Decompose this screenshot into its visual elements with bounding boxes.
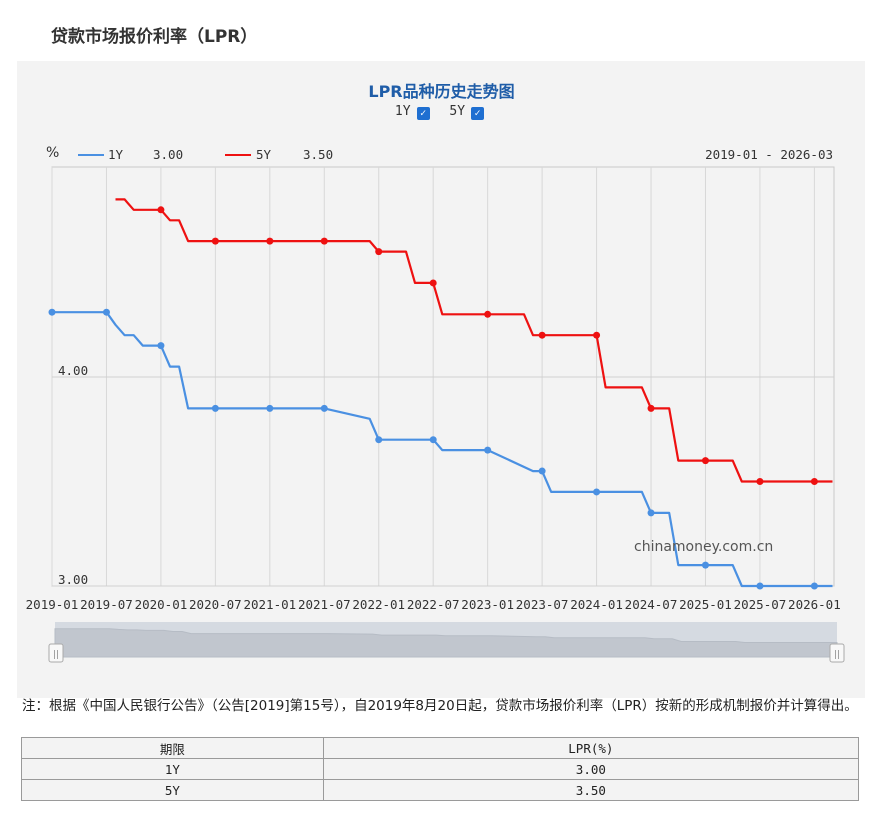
navigator-area xyxy=(54,628,838,658)
navigator-handle-right[interactable]: || xyxy=(829,643,845,663)
watermark: chinamoney.com.cn xyxy=(634,539,773,555)
data-point-5y[interactable] xyxy=(647,404,655,412)
x-tick-label: 2020-07 xyxy=(189,597,242,612)
navigator-handle-left[interactable]: || xyxy=(48,643,64,663)
x-tick-label: 2021-01 xyxy=(243,597,296,612)
data-point-1y[interactable] xyxy=(320,404,328,412)
data-point-5y[interactable] xyxy=(484,310,492,318)
data-point-1y[interactable] xyxy=(701,561,709,569)
table-row: 5Y 3.50 xyxy=(21,779,860,801)
legend-1y-name: 1Y xyxy=(108,147,124,162)
table-cell-term: 5Y xyxy=(21,779,324,801)
table-header-row: 期限 LPR(%) xyxy=(21,737,860,759)
legend-1y[interactable]: 1Y 3.00 xyxy=(78,147,183,162)
table-header-term: 期限 xyxy=(21,737,324,759)
data-point-5y[interactable] xyxy=(810,478,818,485)
x-tick-label: 2020-01 xyxy=(135,597,188,612)
series-toggles: 1Y ✓ 5Y ✓ xyxy=(0,104,883,120)
x-tick-label: 2023-07 xyxy=(516,597,569,612)
data-point-5y[interactable] xyxy=(266,237,274,245)
gridlines xyxy=(51,167,834,587)
data-point-5y[interactable] xyxy=(375,248,383,256)
x-tick-label: 2025-01 xyxy=(679,597,732,612)
checkbox-1y[interactable]: ✓ xyxy=(416,107,430,120)
legend-1y-value: 3.00 xyxy=(153,147,183,162)
page-title: 贷款市场报价利率（LPR） xyxy=(51,27,258,47)
data-point-1y[interactable] xyxy=(48,308,56,316)
data-point-1y[interactable] xyxy=(211,404,219,412)
lpr-chart: % 1Y 3.00 5Y 3.50 2019-01 - 2026-03 4.00… xyxy=(26,145,845,663)
data-point-1y[interactable] xyxy=(157,342,165,350)
data-point-1y[interactable] xyxy=(375,436,383,444)
data-point-5y[interactable] xyxy=(538,331,546,339)
range-navigator[interactable]: || || xyxy=(48,622,845,663)
data-point-1y[interactable] xyxy=(266,404,274,412)
x-tick-label: 2022-07 xyxy=(407,597,460,612)
series-layer xyxy=(48,198,833,590)
toggle-5y[interactable]: 5Y ✓ xyxy=(449,104,488,120)
data-point-5y[interactable] xyxy=(211,237,219,245)
date-range: 2019-01 - 2026-03 xyxy=(705,147,833,162)
x-tick-label: 2026-01 xyxy=(788,597,841,612)
x-tick-labels: 2019-01 2019-07 2020-01 2020-07 2021-01 2021-… xyxy=(26,597,841,612)
data-point-1y[interactable] xyxy=(102,308,110,316)
table-cell-rate: 3.50 xyxy=(322,779,860,801)
table-cell-term: 1Y xyxy=(21,758,324,780)
table-row: 1Y 3.00 xyxy=(21,758,860,780)
legend-5y[interactable]: 5Y 3.50 xyxy=(225,147,333,162)
y-tick-labels: 4.00 3.00 xyxy=(58,363,88,587)
toggle-1y[interactable]: 1Y ✓ xyxy=(395,104,434,120)
svg-text:||: || xyxy=(834,650,840,660)
legend-5y-name: 5Y xyxy=(256,147,272,162)
data-point-5y[interactable] xyxy=(701,457,709,465)
x-tick-label: 2019-01 xyxy=(26,597,79,612)
data-point-1y[interactable] xyxy=(593,488,601,496)
x-tick-label: 2024-07 xyxy=(625,597,678,612)
svg-text:||: || xyxy=(53,650,59,660)
y-unit-label: % xyxy=(46,145,59,161)
y-tick-label: 3.00 xyxy=(58,572,88,587)
checkbox-5y[interactable]: ✓ xyxy=(471,107,485,120)
x-tick-label: 2021-07 xyxy=(298,597,351,612)
x-tick-label: 2022-01 xyxy=(352,597,405,612)
data-point-1y[interactable] xyxy=(429,436,437,444)
lpr-table: 期限 LPR(%) 1Y 3.00 5Y 3.50 xyxy=(21,737,860,801)
data-point-5y[interactable] xyxy=(157,206,165,214)
data-point-1y[interactable] xyxy=(810,582,818,590)
data-point-1y[interactable] xyxy=(538,467,546,475)
x-tick-label: 2023-01 xyxy=(461,597,514,612)
data-point-1y[interactable] xyxy=(484,446,492,454)
series-line-5y xyxy=(115,198,833,483)
table-header-rate: LPR(%) xyxy=(322,737,860,759)
x-tick-label: 2024-01 xyxy=(570,597,623,612)
table-cell-rate: 3.00 xyxy=(322,758,860,780)
y-tick-label: 4.00 xyxy=(58,363,88,378)
data-point-5y[interactable] xyxy=(756,478,764,485)
toggle-5y-label: 5Y xyxy=(449,104,466,119)
data-point-1y[interactable] xyxy=(647,509,655,517)
data-point-5y[interactable] xyxy=(593,331,601,339)
footnote: 注：根据《中国人民银行公告》（公告[2019]第15号），自2019年8月20日… xyxy=(22,698,858,714)
x-tick-label: 2025-07 xyxy=(734,597,787,612)
data-point-1y[interactable] xyxy=(756,582,764,590)
legend-5y-value: 3.50 xyxy=(303,147,333,162)
data-point-5y[interactable] xyxy=(320,237,328,245)
chart-title: LPR品种历史走势图 xyxy=(368,82,515,101)
data-point-5y[interactable] xyxy=(429,279,437,287)
x-tick-label: 2019-07 xyxy=(80,597,133,612)
toggle-1y-label: 1Y xyxy=(394,104,411,119)
